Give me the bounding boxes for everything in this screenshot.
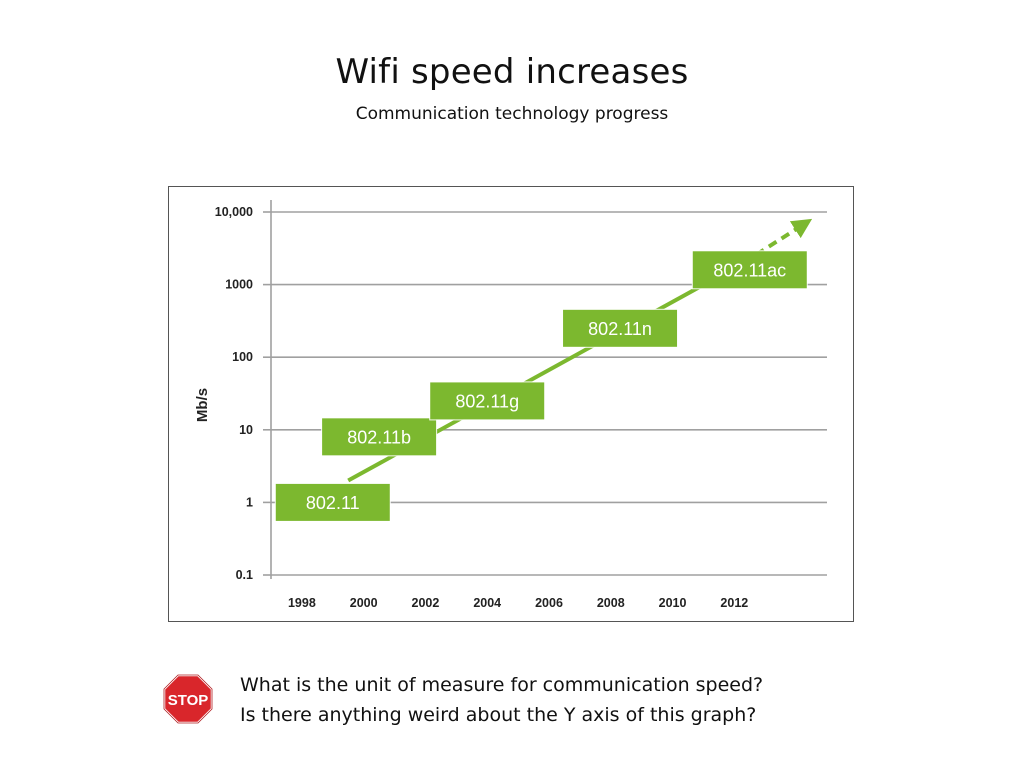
slide-subtitle: Communication technology progress [355,104,669,124]
standard-point-box [322,418,437,456]
y-tick-label: 1000 [225,278,253,292]
standard-point-box [692,251,807,289]
x-tick-label: 2008 [597,596,625,610]
standard-point-label: 802.11g [455,391,519,411]
x-tick-label: 1998 [288,596,316,610]
x-tick-label: 2010 [659,596,687,610]
standard-point-box [430,382,545,420]
x-tick-label: 2004 [473,596,501,610]
standard-point-label: 802.11 [306,493,360,513]
standard-point: 802.11ac [691,250,808,290]
y-tick-label: 0.1 [236,568,253,582]
standard-point: 802.11n [562,308,679,348]
stop-sign-text: STOP [168,692,209,709]
standard-point-label: 802.11b [347,427,411,447]
x-tick-label: 2002 [412,596,440,610]
standard-point: 802.11b [321,417,438,457]
standard-point: 802.11g [429,381,546,421]
chart-frame: 10,000 1000 100 10 1 0.1 1998 2000 2002 2004 2006 2… [168,186,854,622]
y-tick-label: 10,000 [215,205,253,219]
question-text: Is there anything weird about the Y axis… [240,704,757,726]
trend-extrapolation-arrow [742,218,813,265]
stop-sign-icon: STOP [162,673,214,725]
standard-point-box [563,309,678,347]
standard-point: 802.11 [274,482,391,522]
x-tick-label: 2012 [720,596,748,610]
standard-point-label: 802.11ac [713,260,786,280]
x-tick-label: 2006 [535,596,563,610]
standard-point-label: 802.11n [588,319,652,339]
question-text: What is the unit of measure for communic… [240,674,764,696]
y-tick-label: 1 [246,495,253,509]
y-tick-label: 100 [232,350,253,364]
standard-point-box [275,483,390,521]
slide-title: Wifi speed increases [335,52,689,92]
y-tick-label: 10 [239,423,253,437]
y-axis-label: Mb/s [194,388,211,422]
x-tick-label: 2000 [350,596,378,610]
wifi-speed-chart: 10,000 1000 100 10 1 0.1 1998 2000 2002 2004 2006 2… [194,200,827,610]
